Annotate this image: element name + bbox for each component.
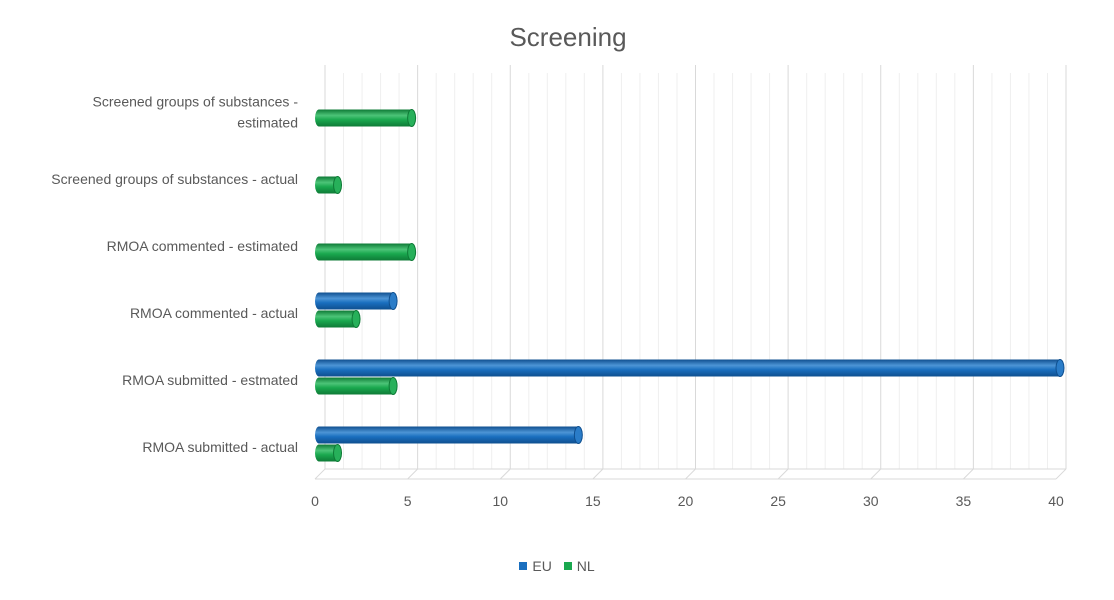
x-tick-label: 10 [492, 493, 508, 509]
x-tick-label: 35 [956, 493, 972, 509]
x-tick-label: 20 [678, 493, 694, 509]
gridlines [314, 65, 1067, 480]
legend-swatch-eu [519, 562, 528, 570]
floor-gridline [777, 468, 789, 480]
x-axis-labels: 0 5 10 15 20 25 30 35 40 [311, 493, 1064, 509]
floor-gridline [1055, 468, 1067, 480]
floor-gridline [407, 468, 418, 480]
floor-gridline [963, 468, 974, 480]
bar-nl [315, 243, 417, 261]
floor-gridline [685, 468, 696, 480]
bar-eu [315, 292, 398, 310]
x-tick-label: 25 [770, 493, 786, 509]
category-label: estimated [237, 115, 298, 131]
bar-nl [315, 444, 343, 462]
x-tick-label: 0 [311, 493, 319, 509]
category-label: Screened groups of substances - actual [51, 171, 298, 187]
bar-eu [315, 359, 1065, 377]
x-tick-label: 5 [404, 493, 412, 509]
bar-nl [315, 377, 398, 395]
floor-gridline [592, 468, 604, 480]
bar-eu [315, 426, 583, 444]
category-label: RMOA commented - actual [130, 305, 298, 321]
bar-nl [315, 310, 361, 328]
bars [315, 109, 1065, 462]
legend-item-nl: NL [563, 558, 595, 574]
category-label: Screened groups of substances - [93, 94, 299, 110]
floor-gridline [499, 468, 511, 480]
legend-label-nl: NL [576, 558, 595, 574]
legend-label-eu: EU [532, 558, 552, 574]
y-axis-labels: RMOA submitted - actual RMOA submitted - … [51, 94, 298, 456]
chart-title: Screening [509, 22, 627, 52]
floor-gridline [314, 468, 326, 480]
floor-gridline [870, 468, 882, 480]
x-tick-label: 15 [585, 493, 601, 509]
category-label: RMOA submitted - estmated [122, 372, 298, 388]
bar-nl [315, 109, 417, 127]
legend-item-eu: EU [519, 558, 552, 574]
legend-swatch-nl [563, 562, 572, 570]
bar-nl [315, 176, 343, 194]
category-label: RMOA commented - estimated [107, 238, 298, 254]
x-tick-label: 40 [1048, 493, 1064, 509]
x-tick-label: 30 [863, 493, 879, 509]
category-label: RMOA submitted - actual [142, 439, 298, 455]
legend: EU NL [0, 557, 1114, 574]
